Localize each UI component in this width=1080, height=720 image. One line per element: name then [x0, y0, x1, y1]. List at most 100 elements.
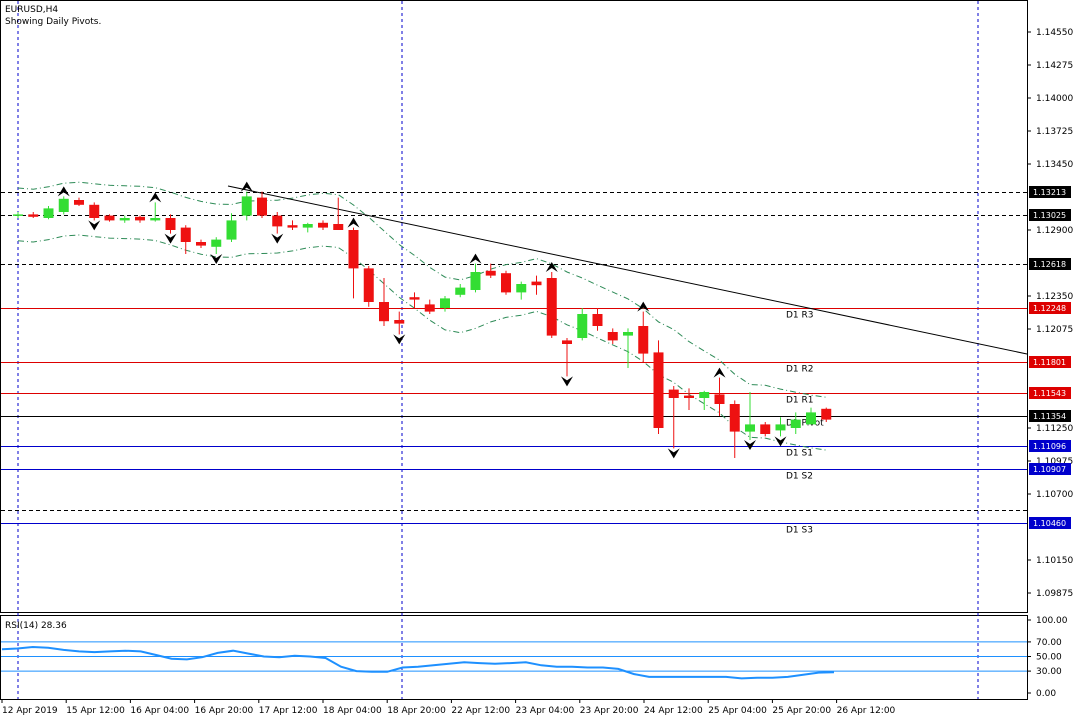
candle-body	[714, 394, 725, 404]
time-tick-label: 25 Apr 04:00	[708, 706, 767, 716]
rsi-label: RSI(14) 28.36	[5, 621, 67, 631]
candle-body	[790, 419, 801, 428]
candle-body	[516, 284, 527, 293]
candle-body	[150, 218, 161, 221]
candle-body	[821, 408, 832, 420]
pivot-line-label: D1 R3	[786, 311, 814, 321]
pivot-line-label: D1 Pivot	[786, 419, 824, 429]
price-tick-label: 1.12075	[1036, 325, 1073, 335]
price-tag-label: 1.12248	[1033, 304, 1066, 313]
candle-body	[531, 281, 542, 286]
candle-body	[760, 424, 771, 434]
pivot-line-label: D1 R2	[786, 365, 814, 375]
candle-body	[775, 424, 786, 431]
candle-body	[104, 215, 115, 221]
time-tick-label: 16 Apr 20:00	[195, 706, 254, 716]
candle-body	[638, 326, 649, 354]
fractal-down-arrow	[667, 448, 680, 459]
time-tick-label: 17 Apr 12:00	[259, 706, 318, 716]
fractal-down-arrow	[88, 220, 101, 231]
candle-body	[318, 222, 328, 228]
fractal-down-arrow	[774, 436, 787, 447]
candle-body	[74, 200, 84, 205]
price-tag-box	[1029, 410, 1071, 422]
rsi-tick-label: 50.00	[1036, 653, 1062, 663]
price-tick-label: 1.10975	[1036, 457, 1073, 467]
candle-body	[470, 272, 481, 290]
fractal-up-arrow	[637, 301, 650, 312]
time-tick-label: 26 Apr 12:00	[837, 706, 896, 716]
downtrend-line	[227, 185, 1028, 355]
candle-body	[409, 297, 420, 300]
price-tick-label: 1.10700	[1036, 490, 1073, 500]
price-tick-label: 1.13725	[1036, 127, 1073, 137]
fractal-up-arrow	[240, 181, 253, 192]
pivot-levels: D1 R3 D1 R2 D1 R1 D1 Pivot D1 S1 D1 S2 D1 S3	[1, 192, 1027, 536]
rsi-line	[1, 645, 835, 680]
time-tick-label: 25 Apr 20:00	[772, 706, 831, 716]
candle-body	[806, 412, 816, 425]
time-tick-label: 24 Apr 12:00	[644, 706, 703, 716]
candle-body	[729, 404, 740, 432]
candle-body	[196, 242, 206, 246]
fractal-down-arrow	[164, 233, 177, 244]
fractal-up-arrow	[545, 262, 558, 272]
candle-body	[119, 218, 130, 221]
candle-body	[272, 215, 283, 227]
price-tick-label: 1.12350	[1036, 292, 1073, 302]
price-tick-label: 1.11250	[1036, 424, 1073, 434]
candle-body	[653, 352, 664, 428]
candles	[13, 191, 832, 458]
candle-body	[226, 220, 237, 240]
candle-body	[180, 227, 191, 242]
candle-body	[348, 230, 359, 269]
price-tag-label: 1.11096	[1033, 442, 1066, 451]
price-tick-label: 1.14000	[1036, 94, 1073, 104]
price-tag-label: 1.11543	[1033, 389, 1066, 398]
price-tag-label: 1.11801	[1033, 358, 1066, 367]
candle-body	[699, 392, 710, 398]
candle-body	[165, 218, 176, 230]
candle-body	[363, 268, 374, 302]
price-tag-label: 1.13213	[1033, 188, 1066, 197]
fractal-up-arrow	[347, 217, 360, 228]
time-tick-label: 15 Apr 12:00	[66, 706, 125, 716]
price-tag-box	[1029, 186, 1071, 198]
price-tick-label: 1.10150	[1036, 556, 1073, 566]
price-tag-box	[1029, 356, 1071, 368]
main-pane	[0, 0, 1028, 613]
candle-body	[58, 198, 69, 212]
fractal-up-arrow	[713, 367, 726, 378]
candle-body	[379, 302, 389, 322]
time-tick-label: 18 Apr 20:00	[387, 706, 446, 716]
rsi-pane	[0, 615, 1028, 700]
fractal-down-arrow	[393, 334, 406, 345]
pivot-line-label: D1 S2	[786, 472, 813, 482]
candle-body	[455, 287, 466, 295]
rsi-tick-label: 0.00	[1036, 689, 1056, 699]
fractal-down-arrow	[744, 440, 756, 450]
time-tick-label: 23 Apr 20:00	[580, 706, 639, 716]
candle-body	[28, 214, 39, 217]
rsi-tick-label: 100.00	[1036, 616, 1068, 626]
price-tag-label: 1.10460	[1033, 519, 1066, 528]
candle-body	[13, 214, 23, 216]
candle-body	[440, 298, 450, 308]
price-tick-label: 1.14275	[1036, 61, 1073, 71]
fractal-down-arrow	[210, 254, 223, 264]
fractal-up-arrow	[149, 192, 162, 203]
price-axis: 1.14550 1.14275 1.14000 1.13725 1.13450 1.129…	[1027, 28, 1073, 699]
rsi-tick-label: 30.00	[1036, 667, 1062, 677]
price-tag-box	[1029, 517, 1071, 529]
candle-body	[546, 278, 557, 336]
pivot-line-label: D1 S3	[786, 526, 813, 536]
time-tick-label: 12 Apr 2019	[2, 706, 58, 716]
candle-body	[43, 208, 54, 218]
candle-body	[501, 273, 511, 293]
candle-body	[577, 314, 588, 338]
candle-body	[745, 424, 755, 432]
pivot-line-label: D1 S1	[786, 449, 813, 459]
candle-body	[607, 332, 618, 341]
rsi-indicator	[1, 641, 1027, 680]
